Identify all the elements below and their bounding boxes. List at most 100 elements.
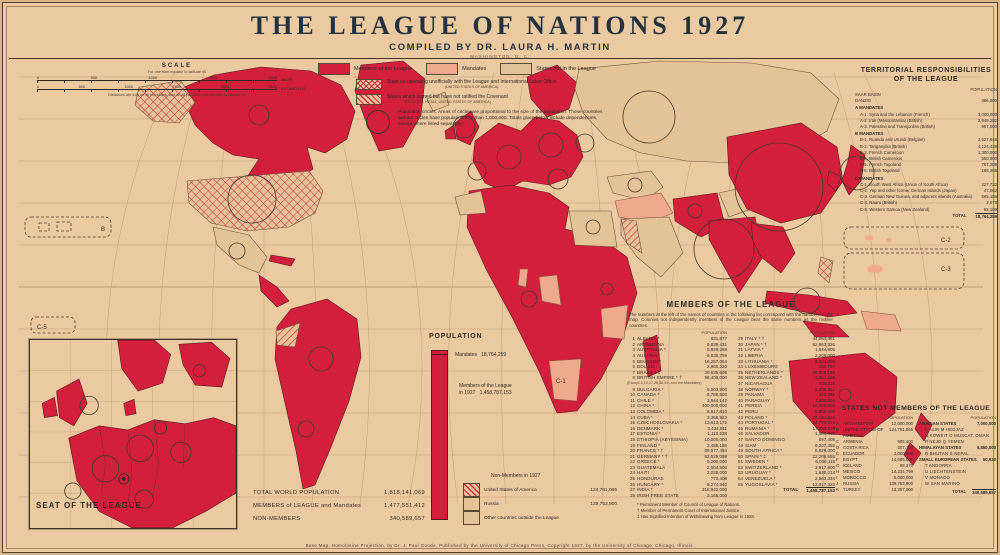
coop-sub-label: (UNITED STATES OF AMERICA) xyxy=(444,85,499,89)
nonmember-graph-value: 139,753,900 xyxy=(590,501,617,507)
km-bar-line xyxy=(37,89,277,92)
footnote: † Member of Permanent Court of Internati… xyxy=(637,508,741,514)
city-line: WASHINGTON, D. C. xyxy=(469,54,531,59)
non-member-row: B UNITED STATES OF AMERICA 124,761,065 xyxy=(836,427,913,439)
member-name: SOUTH AFRICA * xyxy=(745,448,783,454)
territorial-row: A-3. Palestine and Transjordan (British)… xyxy=(855,124,997,130)
legend-item: Mandates xyxy=(426,63,486,75)
ecuador-shape xyxy=(275,322,301,348)
population-header: POPULATION xyxy=(970,415,997,420)
members-of-the-league: MEMBERS OF THE LEAGUE The numbers at the… xyxy=(627,300,835,520)
non-member-group-row: W SAN MARINO xyxy=(919,481,996,487)
levant-mandates-shape xyxy=(614,192,674,224)
miles-bar-line xyxy=(37,80,277,83)
total-label: TOTAL WORLD POPULATION xyxy=(253,490,340,496)
territory-population: 188,265 xyxy=(981,168,997,174)
territory-population: 18,764,259 xyxy=(975,212,997,219)
member-row: 28 IRISH FREE STATE 3,165,000 xyxy=(627,493,727,499)
morocco-shape xyxy=(454,190,487,216)
non-member-group-row: ARABIAN STATES 7,000,000 xyxy=(919,421,996,427)
central-america-shape xyxy=(258,274,290,308)
total-label: NON-MEMBERS xyxy=(253,516,301,522)
tick-label: 3000 xyxy=(268,76,277,80)
tick-label: 2000 xyxy=(208,76,217,80)
scale-km-bar: 0 500 1000 1500 2000 2500 KILOMETERS xyxy=(37,85,317,92)
non-member-name: TURKEY xyxy=(843,487,861,492)
member-population: 318,942,000 xyxy=(701,487,727,493)
nonmember-graph-row: Russia 139,753,900 xyxy=(463,497,617,511)
non-member-population: 50,930 xyxy=(982,457,996,462)
member-name: LUXEMBOURG xyxy=(745,364,779,370)
population-circle-icon xyxy=(366,110,390,134)
member-population: 89,577,494 xyxy=(704,448,727,454)
member-name: NORWAY * xyxy=(745,386,769,392)
tick-label: 2000 xyxy=(220,85,229,89)
member-name: JAPAN * † xyxy=(745,341,767,347)
footnote: * Permanent Member of Council of League … xyxy=(637,502,741,508)
member-population: 6,617,810 xyxy=(706,408,727,414)
scale-note-2: Distances are true on all meridians, and… xyxy=(108,93,246,97)
member-population: 400,000,000 xyxy=(701,403,727,409)
nonmember-swatch-icon xyxy=(463,511,480,525)
non-member-name: V MONACO xyxy=(925,475,950,480)
nonmember-graph-name: United States of America xyxy=(484,487,537,493)
non-member-population: 124,761,065 xyxy=(889,427,913,432)
turkey-shape xyxy=(606,170,664,202)
box-c2-label: C-2 xyxy=(941,238,951,244)
geneva-dot xyxy=(121,477,126,481)
member-row: (Except 3,10,27,28,38,49, and the Mandat… xyxy=(627,381,727,387)
non-members-column-2: POPULATION ARABIAN STATES 7,000,000 L AS… xyxy=(919,415,996,496)
member-name: POLAND * xyxy=(745,414,768,420)
non-member-name: L ASIR M HEDJAZ xyxy=(925,427,964,432)
footnote: ‡ Has Signified Intention of Withdrawing… xyxy=(637,514,755,520)
members-title: MEMBERS OF THE LEAGUE xyxy=(666,300,796,309)
non-member-name: TOTAL xyxy=(952,489,967,494)
members-intro: The numbers at the left of the names of … xyxy=(629,312,833,328)
member-population: 3,165,000 xyxy=(706,492,727,498)
member-name: LATVIA * xyxy=(745,347,764,353)
territorial-responsibilities: TERRITORIAL RESPONSIBILITIES OF THE LEAG… xyxy=(855,67,997,220)
scale-title: SCALE xyxy=(161,63,193,69)
territory-population: 3,000,000 xyxy=(977,111,997,117)
legend-swatch-icon xyxy=(500,63,533,75)
members-column-2: POPULATION 29 ITALY * † 44,064,461 30 JA… xyxy=(735,330,835,498)
member-population: 2,960,220 xyxy=(706,364,727,370)
states-not-members: STATES NOT MEMBERS OF THE LEAGUE POPULAT… xyxy=(836,405,996,496)
seat-of-the-league-label: SEAT OF THE LEAGUE xyxy=(36,501,142,510)
non-member-population: 7,000,000 xyxy=(976,421,996,426)
signed-sub-label: (ECUADOR, HEJAZ, UNITED STATES OF AMERIC… xyxy=(404,100,491,104)
non-member-group-row: HIMALAYAN STATES 5,850,000 xyxy=(919,445,996,451)
member-population: 1,110,538 xyxy=(707,431,727,437)
non-member-name: U LIECHTENSTEIN xyxy=(925,469,967,474)
crosshatch-swatch-icon xyxy=(356,79,382,90)
members-value: 1,458,787,153 xyxy=(479,390,512,396)
member-name: PARAGUAY xyxy=(745,397,771,403)
philippines-shape xyxy=(817,256,834,284)
box-c5-label: C-5 xyxy=(37,325,47,331)
territorial-table: SAAR BASIN DANZIG 386,000 A MANDATES A-1… xyxy=(855,92,997,220)
member-number xyxy=(735,487,743,494)
non-member-group-row: T ANDORRA xyxy=(919,463,996,469)
non-member-population: 340,589,657 xyxy=(972,489,996,495)
non-member-letter: K xyxy=(836,487,839,492)
member-population: 5,003,900 xyxy=(706,386,727,392)
total-row: NON-MEMBERS 340,589,657 xyxy=(253,513,425,526)
member-population: 3,495,186 xyxy=(706,442,727,448)
member-population: 6,200,000 xyxy=(706,459,727,465)
china-shape xyxy=(726,122,844,224)
member-name: TOTAL xyxy=(783,487,799,493)
legend-swatch-icon xyxy=(318,63,350,75)
territory-population: 227,732 xyxy=(981,181,997,187)
km-unit: KILOMETERS xyxy=(281,86,306,91)
territory-name: TOTAL xyxy=(952,212,967,218)
territory-name: A-3. Palestine and Transjordan (British) xyxy=(860,124,935,130)
member-name: ETHIOPIA (ABYSSINIA) xyxy=(637,436,688,442)
territory-population: 1,300,000 xyxy=(977,149,997,155)
diagonal-hatch-swatch-icon xyxy=(356,94,382,105)
tick-label: 1000 xyxy=(124,85,133,89)
non-member-letter: B xyxy=(836,427,839,432)
territorial-row: DANZIG 386,000 xyxy=(855,98,997,104)
population-graph-heading: POPULATION xyxy=(429,333,483,340)
